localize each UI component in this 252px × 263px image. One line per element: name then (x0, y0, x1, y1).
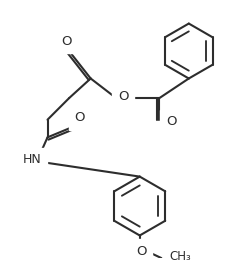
Text: O: O (136, 245, 147, 258)
Text: HN: HN (22, 153, 41, 166)
Text: CH₃: CH₃ (169, 250, 191, 262)
Text: O: O (75, 111, 85, 124)
Text: O: O (118, 90, 128, 103)
Text: O: O (166, 115, 176, 128)
Text: O: O (61, 35, 71, 48)
